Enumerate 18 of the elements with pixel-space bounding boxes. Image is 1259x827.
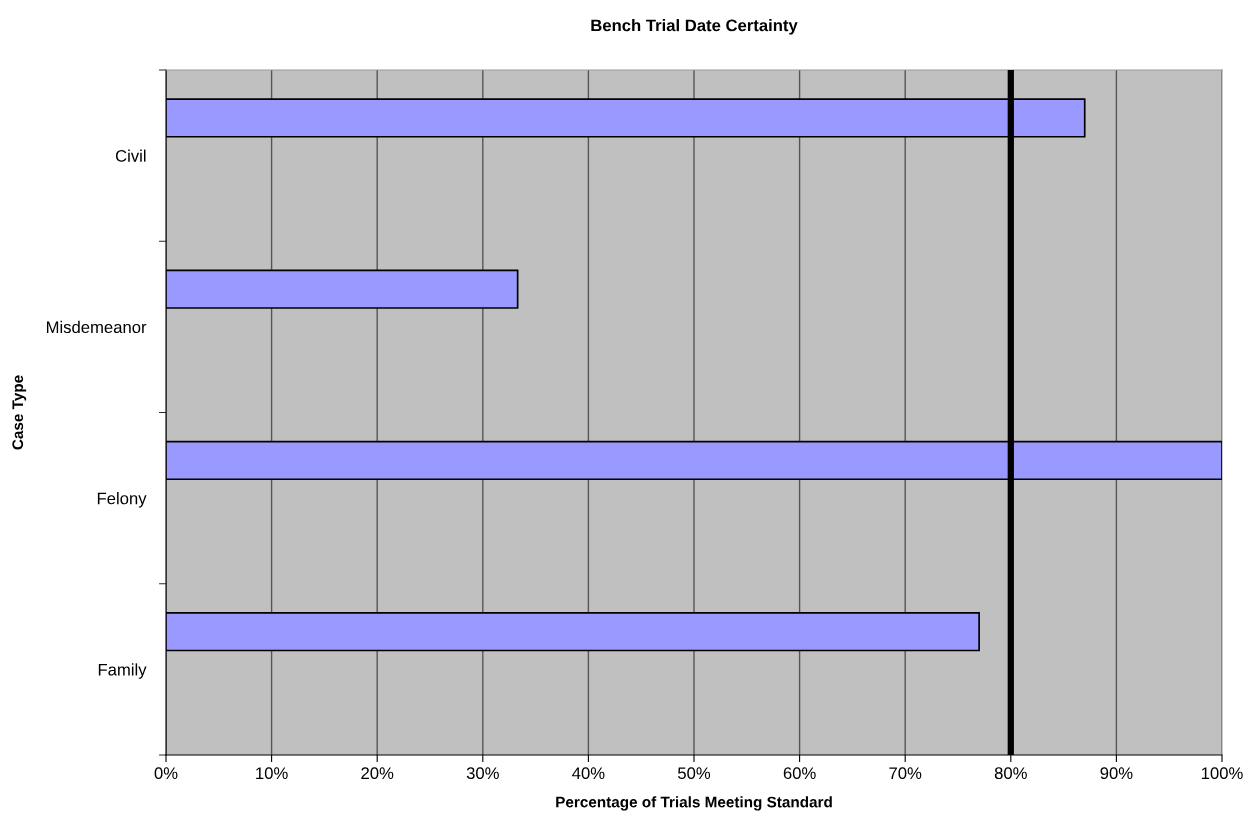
x-tick-label: 90% bbox=[1100, 767, 1133, 780]
x-axis-title: Percentage of Trials Meeting Standard bbox=[556, 796, 832, 811]
x-tick-label: 0% bbox=[154, 767, 178, 780]
x-tick-label: 50% bbox=[677, 767, 711, 780]
x-tick-label: 70% bbox=[889, 767, 922, 780]
x-tick-label: 80% bbox=[994, 767, 1027, 780]
x-tick-label: 30% bbox=[466, 767, 499, 780]
y-axis-title: Case Type bbox=[12, 375, 27, 450]
x-tick-label: 40% bbox=[572, 767, 605, 780]
y-tick-label: Felony bbox=[97, 492, 147, 508]
y-tick-label: Misdemeanor bbox=[46, 320, 147, 334]
x-tick-label: 100% bbox=[1201, 767, 1243, 780]
y-tick-label: Civil bbox=[115, 149, 146, 162]
x-tick-label: 20% bbox=[361, 767, 394, 780]
x-tick-label: 60% bbox=[783, 767, 816, 780]
chart-title: Bench Trial Date Certainty bbox=[591, 19, 798, 35]
x-tick-label: 10% bbox=[256, 767, 288, 780]
y-tick-label: Family bbox=[98, 663, 147, 679]
